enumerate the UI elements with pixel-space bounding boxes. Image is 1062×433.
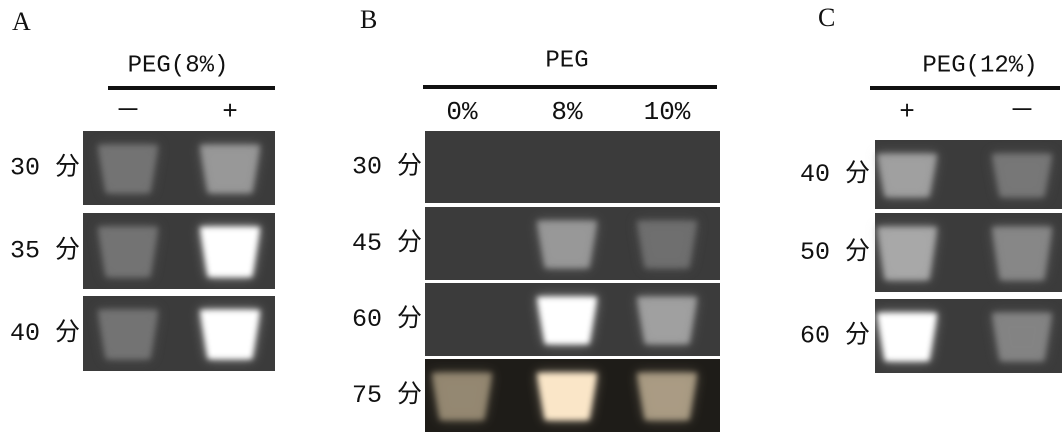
panel-label: B bbox=[360, 5, 377, 34]
panel-label: A bbox=[12, 7, 31, 36]
tube-band bbox=[98, 145, 158, 193]
tube-band bbox=[992, 154, 1052, 197]
column-label: + bbox=[899, 97, 915, 127]
column-header: PEG bbox=[545, 47, 588, 74]
row-label: 40 分 bbox=[10, 318, 80, 348]
row-label: 60 分 bbox=[800, 321, 870, 351]
tube-band bbox=[98, 227, 158, 277]
column-label: + bbox=[222, 97, 238, 127]
tube-band bbox=[992, 227, 1052, 280]
tube-band bbox=[877, 154, 937, 197]
row-label: 35 分 bbox=[10, 236, 80, 266]
tube-band bbox=[877, 227, 937, 280]
row-label: 75 分 bbox=[352, 380, 422, 410]
row-label: 45 分 bbox=[352, 228, 422, 258]
column-label: 10% bbox=[644, 97, 691, 127]
column-label: － bbox=[115, 97, 141, 127]
column-label: － bbox=[1009, 97, 1035, 127]
tube-band bbox=[537, 373, 597, 420]
tube-band bbox=[637, 373, 697, 420]
row-label: 30 分 bbox=[10, 153, 80, 183]
tube-band bbox=[992, 313, 1052, 361]
row-label: 60 分 bbox=[352, 304, 422, 334]
column-header: PEG(12%) bbox=[922, 52, 1037, 79]
figure: A PEG(8%) － +30 分 35 分 40 分 B PEG 0% 8% 10% 30 分 45 … bbox=[0, 0, 1062, 433]
tube-band bbox=[637, 221, 697, 268]
tube-band bbox=[537, 221, 597, 268]
row-label: 40 分 bbox=[800, 159, 870, 189]
column-header: PEG(8%) bbox=[128, 52, 229, 79]
gel-image bbox=[425, 131, 720, 203]
row-label: 30 分 bbox=[352, 152, 422, 182]
tube-band bbox=[637, 297, 697, 344]
tube-band bbox=[537, 297, 597, 344]
tube-band bbox=[877, 313, 937, 361]
tube-band bbox=[200, 145, 260, 193]
column-label: 8% bbox=[551, 97, 583, 127]
panel-label: C bbox=[818, 3, 835, 32]
tube-band bbox=[200, 310, 260, 359]
row-label: 50 分 bbox=[800, 237, 870, 267]
tube-band bbox=[98, 310, 158, 359]
column-label: 0% bbox=[446, 97, 478, 127]
tube-band bbox=[200, 227, 260, 277]
tube-band bbox=[432, 373, 492, 420]
